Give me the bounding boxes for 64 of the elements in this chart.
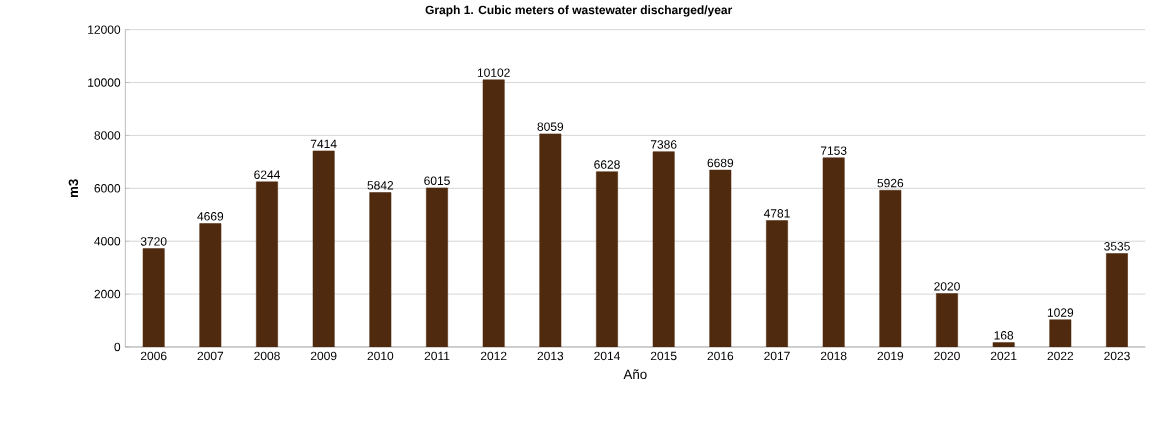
data-label: 7386 [650, 140, 677, 149]
bar [936, 293, 958, 347]
x-tick-label: 2013 [537, 351, 564, 361]
bar [482, 79, 505, 347]
x-tick-label: 2021 [990, 351, 1017, 361]
y-tick-label: 6000 [94, 184, 121, 193]
bar [709, 169, 732, 347]
data-label: 1029 [1047, 308, 1074, 317]
data-label: 4669 [197, 212, 224, 221]
data-label: 3535 [1104, 242, 1130, 251]
data-label: 5842 [367, 181, 394, 190]
bar [1106, 253, 1128, 347]
x-tick-label: 2022 [1047, 351, 1074, 361]
y-axis-title: m3 [68, 179, 79, 198]
y-tick-label: 4000 [94, 236, 121, 246]
x-tick-label: 2009 [310, 351, 337, 361]
x-tick-label: 2019 [877, 351, 904, 361]
data-label: 7414 [310, 139, 337, 148]
data-label: 10102 [477, 68, 510, 77]
bar [369, 192, 392, 347]
x-tick-label: 2007 [197, 351, 224, 361]
bar [766, 220, 788, 347]
x-tick-label: 2017 [764, 351, 790, 361]
bar [312, 150, 335, 347]
bar [822, 157, 845, 347]
bar [539, 133, 562, 347]
x-tick-label: 2011 [424, 351, 450, 361]
bar [426, 187, 448, 347]
data-label: 6689 [707, 158, 734, 168]
bar [652, 151, 675, 347]
data-label: 2020 [934, 282, 960, 291]
x-tick-label: 2006 [140, 351, 167, 361]
x-axis-title: Año [623, 369, 647, 380]
data-label: 3720 [140, 237, 167, 246]
bar [142, 248, 165, 347]
data-label: 168 [994, 331, 1014, 340]
data-label: 6015 [424, 176, 450, 185]
x-tick-label: 2008 [254, 351, 280, 361]
x-tick-label: 2012 [480, 351, 507, 361]
x-tick-label: 2020 [934, 351, 960, 361]
bar [1049, 319, 1072, 347]
data-label: 8059 [537, 122, 564, 131]
data-label: 5926 [877, 178, 904, 188]
data-label: 6628 [594, 160, 620, 169]
bar [879, 190, 902, 347]
bar [596, 171, 618, 347]
data-label: 4781 [763, 209, 790, 218]
bar [199, 223, 222, 347]
y-tick-label: 10000 [88, 78, 121, 87]
x-tick-label: 2010 [367, 351, 394, 361]
y-tick-label: 12000 [88, 25, 121, 34]
bar [256, 181, 278, 347]
bar [992, 342, 1015, 347]
y-tick-label: 0 [114, 342, 121, 352]
y-tick-label: 8000 [94, 131, 121, 140]
x-tick-label: 2015 [650, 351, 677, 361]
x-tick-label: 2023 [1104, 351, 1130, 361]
y-tick-label: 2000 [94, 289, 121, 299]
x-tick-label: 2018 [820, 351, 847, 361]
data-label: 7153 [820, 146, 847, 155]
chart-title: Graph 1. Cubic meters of wastewater discharged/year [425, 5, 733, 17]
x-tick-label: 2014 [594, 351, 620, 361]
x-tick-label: 2016 [707, 351, 734, 361]
data-label: 6244 [254, 170, 280, 179]
